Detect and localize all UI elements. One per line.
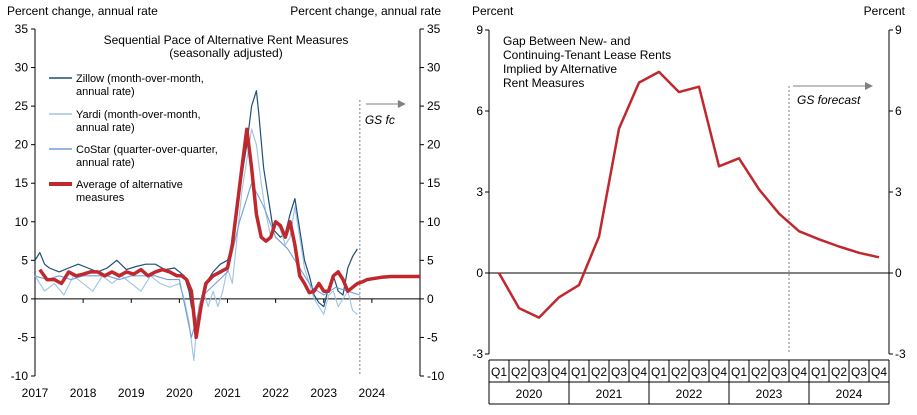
right-title-line-3: Implied by Alternative [503,62,617,76]
right-year-label: 2022 [676,387,703,401]
left-y-tick-label-right: 0 [427,292,434,306]
right-y-tick-label-right: 6 [895,104,902,118]
left-y-tick-label-right: 15 [427,176,441,190]
right-quarter-label: Q2 [831,365,847,379]
left-y-tick-label: 20 [15,138,29,152]
left-x-tick-label: 2021 [214,386,241,400]
left-y-tick-label: -10 [11,369,29,383]
left-chart: Percent change, annual rate Percent chan… [7,4,445,400]
left-x-tick-label: 2023 [310,386,337,400]
right-quarter-label: Q4 [871,365,887,379]
right-quarter-label: Q3 [771,365,787,379]
left-legend: Zillow (month-over-month, annual rate) Y… [49,73,218,204]
right-y-tick-label-right: 9 [895,23,902,37]
right-y-label-right: Percent [864,4,906,18]
left-x-tick-label: 2020 [166,386,193,400]
left-series-lines [34,90,420,362]
right-quarter-label: Q3 [611,365,627,379]
right-title-line-1: Gap Between New- and [503,34,630,48]
left-forecast-arrow-head [397,100,406,108]
left-y-tick-label: 5 [21,253,28,267]
right-year-label: 2023 [756,387,783,401]
right-y-tick-label-right: 3 [895,185,902,199]
left-y-tick-label-right: 10 [427,215,441,229]
left-x-tick-label: 2024 [359,386,386,400]
left-y-tick-label-right: 30 [427,61,441,75]
right-quarter-label: Q1 [491,365,507,379]
right-y-tick-label-right: 0 [895,266,902,280]
right-quarter-label: Q4 [791,365,807,379]
right-quarter-label: Q1 [731,365,747,379]
right-y-label-left: Percent [472,4,514,18]
right-quarter-label: Q4 [711,365,727,379]
left-series-costar [34,182,360,338]
right-y-tick-label: 6 [476,104,483,118]
left-y-tick-label: 10 [15,215,29,229]
left-y-label-right: Percent change, annual rate [290,4,441,18]
left-x-tick-label: 2018 [70,386,97,400]
left-forecast-label: GS fc [365,113,395,127]
left-y-tick-label-right: 20 [427,138,441,152]
left-y-tick-label: -5 [17,330,28,344]
legend-label-average: Average of alternative [76,179,183,191]
right-quarter-label: Q3 [531,365,547,379]
legend-label-costar: CoStar (quarter-over-quarter, [76,144,218,156]
right-y-tick-label: 0 [476,266,483,280]
left-y-tick-label: 30 [15,61,29,75]
right-title-line-4: Rent Measures [503,76,584,90]
right-y-tick-label: 9 [476,23,483,37]
right-axes: -3 -3 0 0 3 3 6 6 9 9 Q1 Q2 Q3 Q4 Q1 Q2 Q3 Q4 Q1 Q2 Q3 Q4 Q1 Q2… [472,23,906,405]
right-year-label: 2021 [596,387,623,401]
right-year-label: 2024 [836,387,863,401]
left-series-average [38,127,420,340]
left-chart-subtitle: (seasonally adjusted) [169,46,282,60]
left-y-tick-label-right: 25 [427,99,441,113]
right-chart: Percent Percent Gap Between New- and Con… [472,4,906,405]
right-year-label: 2020 [516,387,543,401]
right-quarter-label: Q4 [551,365,567,379]
right-quarter-label: Q2 [591,365,607,379]
right-quarter-label: Q3 [851,365,867,379]
legend-label-zillow-2: annual rate) [76,86,135,98]
left-y-tick-label: 15 [15,176,29,190]
right-y-tick-label: 3 [476,185,483,199]
right-quarter-label: Q1 [651,365,667,379]
left-y-tick-label-right: 35 [427,22,441,36]
right-quarter-label: Q2 [751,365,767,379]
right-y-tick-label: -3 [472,347,483,361]
right-quarter-label: Q1 [811,365,827,379]
right-quarter-label: Q3 [691,365,707,379]
legend-label-average-2: measures [76,192,125,204]
right-quarter-label: Q2 [671,365,687,379]
right-forecast-arrow-head [865,82,873,90]
left-y-tick-label: 35 [15,22,29,36]
right-quarter-label: Q4 [631,365,647,379]
left-y-tick-label-right: 5 [427,253,434,267]
left-x-tick-label: 2019 [118,386,145,400]
right-quarter-label: Q1 [571,365,587,379]
right-series-lines [497,70,880,319]
left-y-tick-label: 0 [21,292,28,306]
left-chart-title: Sequential Pace of Alternative Rent Meas… [104,33,349,47]
left-y-label-left: Percent change, annual rate [7,4,158,18]
right-y-tick-label-right: -3 [895,347,906,361]
legend-label-yardi-2: annual rate) [76,122,135,134]
right-title-line-2: Continuing-Tenant Lease Rents [503,48,671,62]
legend-label-zillow: Zillow (month-over-month, [76,73,204,85]
right-forecast-label: GS forecast [797,93,861,107]
left-y-tick-label: 25 [15,99,29,113]
left-x-tick-label: 2017 [22,386,49,400]
right-quarter-label: Q2 [511,365,527,379]
legend-label-costar-2: annual rate) [76,157,135,169]
left-y-tick-label-right: -5 [427,330,438,344]
left-x-tick-label: 2022 [262,386,289,400]
left-y-tick-label-right: -10 [427,369,445,383]
right-series-gap [497,70,880,319]
legend-label-yardi: Yardi (month-over-month, [76,109,201,121]
left-series-yardi [34,128,358,362]
